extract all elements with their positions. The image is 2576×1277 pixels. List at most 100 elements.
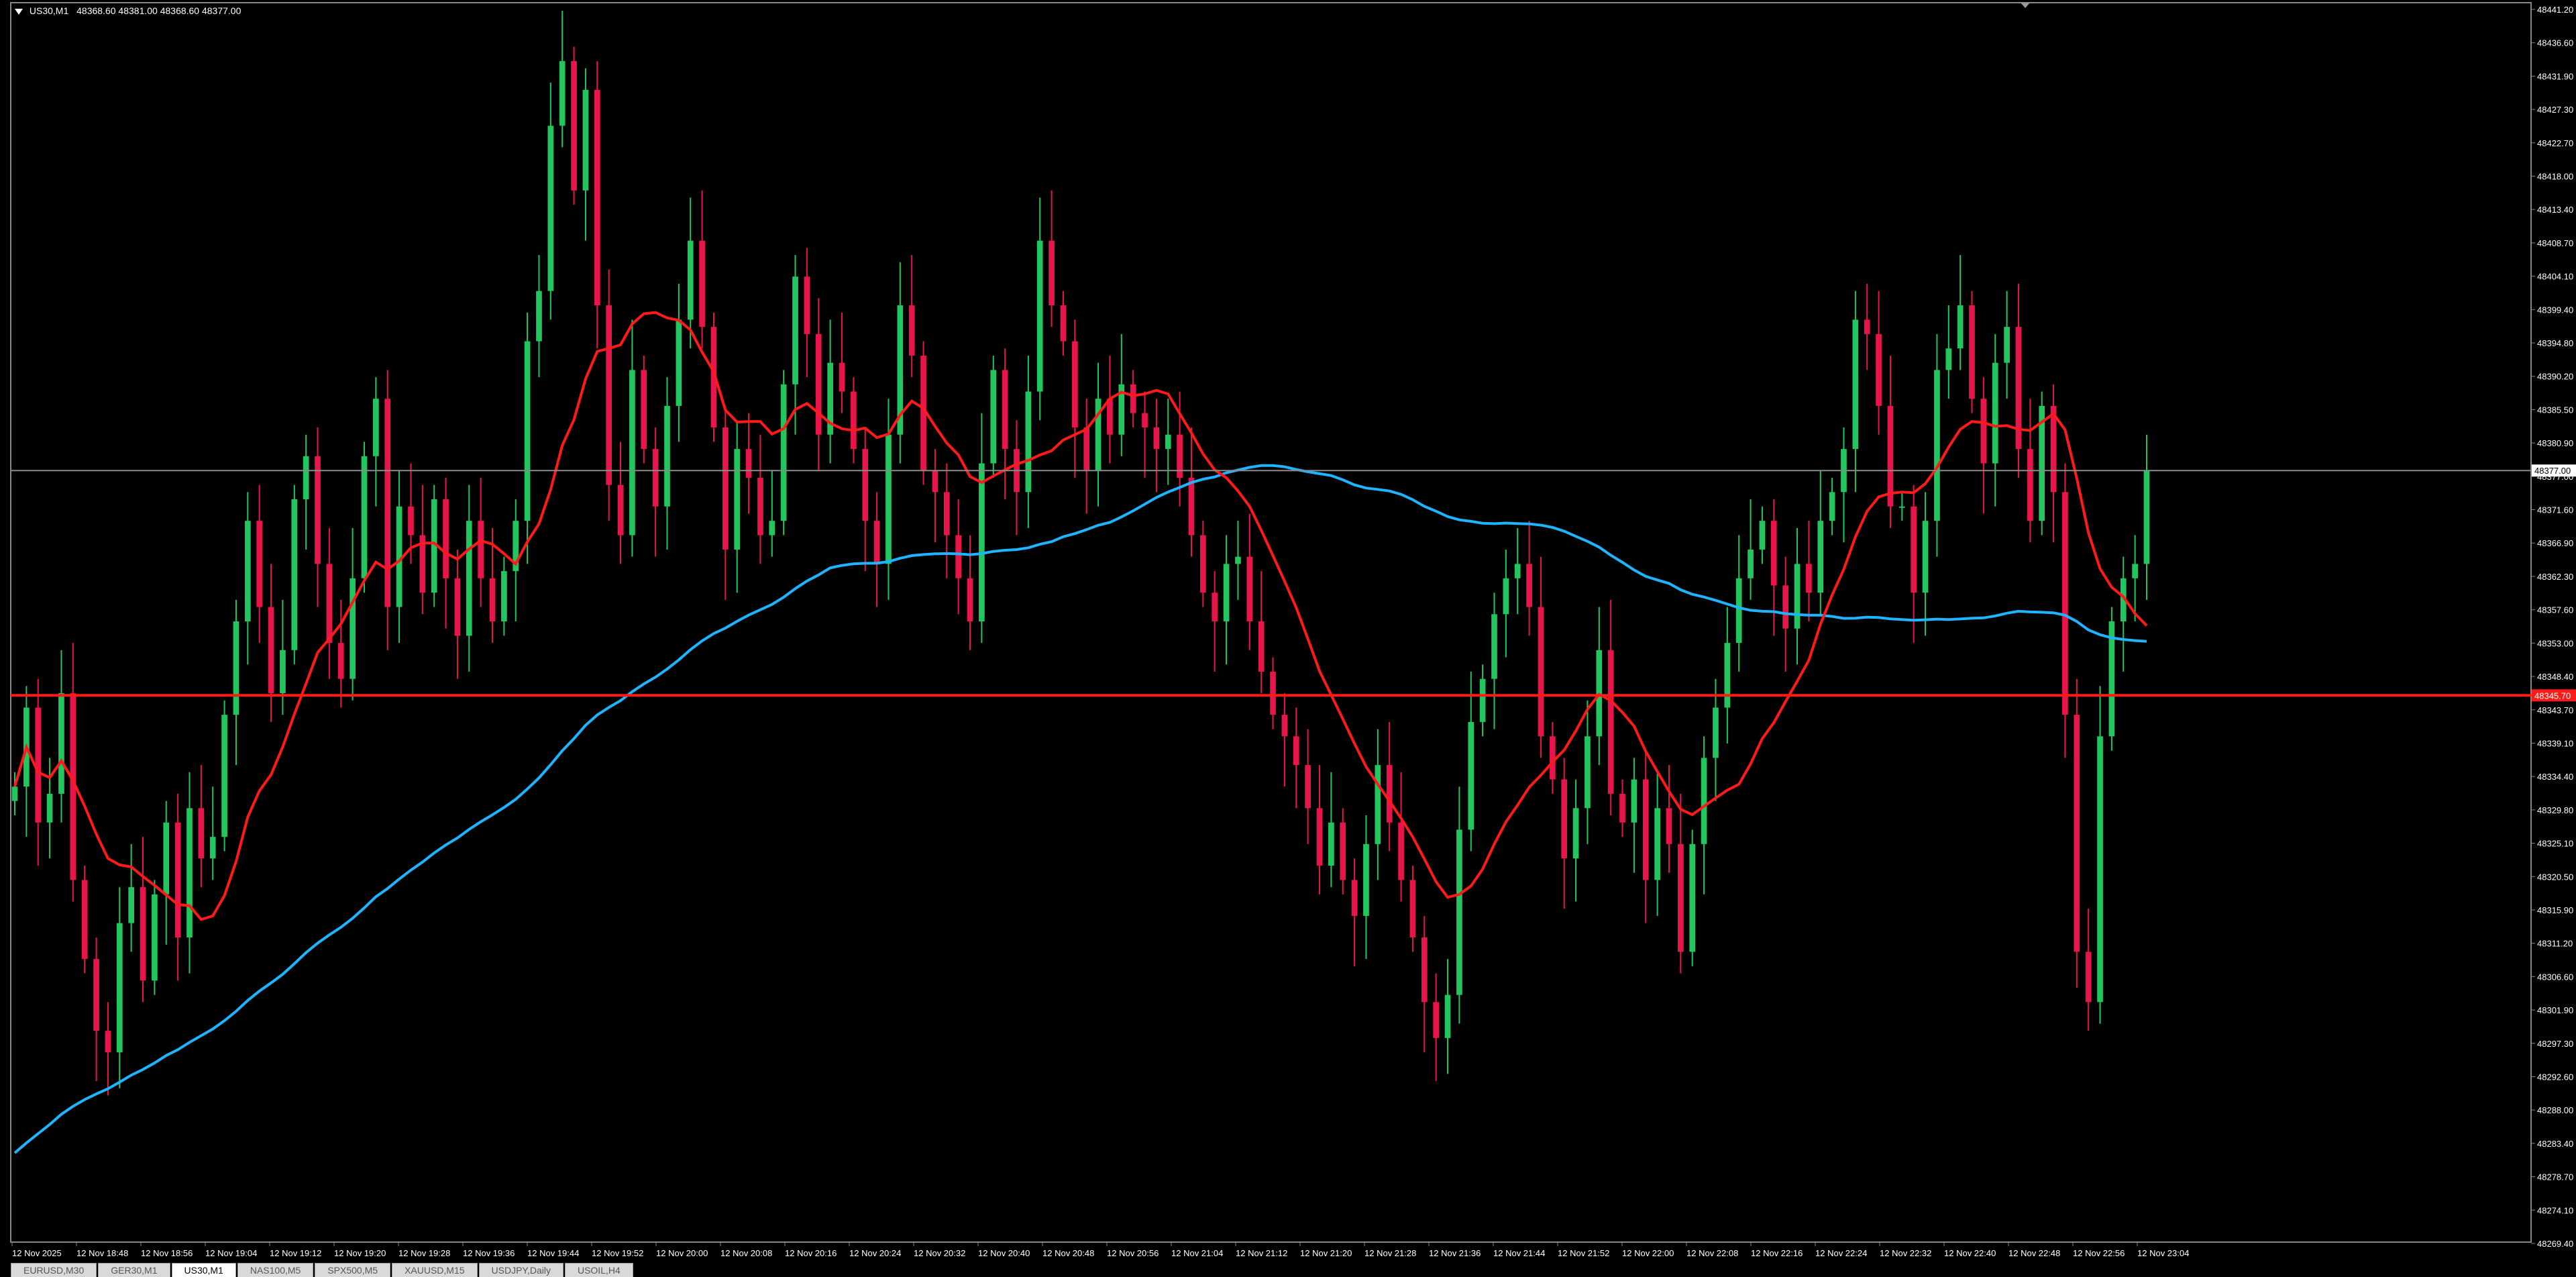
bearish-candle[interactable] (2062, 492, 2068, 715)
collapse-triangle-icon[interactable] (15, 8, 23, 15)
bullish-candle[interactable] (2097, 736, 2103, 1003)
bullish-candle[interactable] (1165, 434, 1171, 450)
bullish-candle[interactable] (1223, 564, 1230, 622)
bearish-candle[interactable] (93, 959, 99, 1031)
bullish-candle[interactable] (547, 125, 554, 291)
bullish-candle[interactable] (513, 521, 519, 572)
bearish-candle[interactable] (1212, 593, 1218, 622)
bullish-candle[interactable] (979, 463, 985, 622)
bullish-candle[interactable] (1829, 492, 1835, 521)
bearish-candle[interactable] (1153, 427, 1160, 450)
bearish-candle[interactable] (454, 578, 461, 636)
bearish-candle[interactable] (652, 449, 659, 507)
bearish-candle[interactable] (967, 578, 973, 622)
bearish-candle[interactable] (571, 61, 577, 191)
bullish-candle[interactable] (1095, 399, 1102, 471)
bearish-candle[interactable] (932, 470, 938, 493)
bullish-candle[interactable] (1444, 994, 1451, 1038)
bearish-candle[interactable] (1678, 844, 1684, 952)
chart-shift-marker[interactable] (2021, 3, 2030, 8)
bearish-candle[interactable] (1887, 405, 1894, 507)
bearish-candle[interactable] (2085, 952, 2092, 1003)
bullish-candle[interactable] (373, 399, 379, 456)
bullish-candle[interactable] (1735, 578, 1742, 644)
bullish-candle[interactable] (1724, 643, 1731, 708)
bullish-candle[interactable] (2120, 578, 2127, 622)
bullish-candle[interactable] (2143, 470, 2150, 564)
bearish-candle[interactable] (70, 693, 76, 880)
bearish-candle[interactable] (1281, 715, 1288, 737)
bearish-candle[interactable] (1911, 506, 1917, 593)
bearish-candle[interactable] (862, 449, 869, 521)
bearish-candle[interactable] (408, 506, 414, 535)
bearish-candle[interactable] (1549, 736, 1556, 780)
bullish-candle[interactable] (1118, 384, 1125, 435)
bearish-candle[interactable] (722, 427, 729, 550)
bearish-candle[interactable] (815, 334, 822, 435)
bearish-candle[interactable] (839, 362, 845, 392)
bullish-candle[interactable] (501, 571, 507, 622)
bullish-candle[interactable] (792, 276, 798, 385)
bullish-candle[interactable] (536, 291, 542, 342)
bearish-candle[interactable] (315, 456, 321, 564)
bearish-candle[interactable] (1340, 822, 1346, 880)
bearish-candle[interactable] (81, 880, 88, 960)
bullish-candle[interactable] (1503, 578, 1509, 615)
bullish-candle[interactable] (1235, 556, 1241, 564)
bullish-candle[interactable] (1036, 240, 1043, 392)
bullish-candle[interactable] (1514, 564, 1521, 578)
bearish-candle[interactable] (35, 707, 42, 823)
bearish-candle[interactable] (920, 355, 926, 471)
bearish-candle[interactable] (1002, 370, 1008, 450)
bearish-candle[interactable] (955, 535, 961, 578)
bullish-candle[interactable] (1817, 521, 1824, 593)
bearish-candle[interactable] (1071, 341, 1078, 427)
bearish-candle[interactable] (1770, 521, 1777, 586)
bullish-candle[interactable] (1748, 549, 1754, 578)
bearish-candle[interactable] (1806, 564, 1812, 593)
bullish-candle[interactable] (1852, 319, 1859, 450)
bullish-candle[interactable] (1654, 808, 1660, 880)
bullish-candle[interactable] (1689, 844, 1696, 952)
bearish-candle[interactable] (804, 276, 810, 334)
bullish-candle[interactable] (221, 715, 227, 837)
bearish-candle[interactable] (1386, 765, 1393, 823)
bearish-candle[interactable] (1433, 1002, 1440, 1038)
bullish-candle[interactable] (1025, 391, 1032, 493)
bearish-candle[interactable] (419, 535, 426, 593)
bullish-candle[interactable] (1456, 829, 1462, 995)
bearish-candle[interactable] (326, 564, 333, 644)
bullish-candle[interactable] (1922, 521, 1929, 593)
bearish-candle[interactable] (1258, 621, 1265, 672)
bearish-candle[interactable] (1316, 808, 1323, 866)
bullish-candle[interactable] (128, 887, 135, 923)
bearish-candle[interactable] (699, 240, 705, 327)
bearish-candle[interactable] (268, 607, 274, 694)
bullish-candle[interactable] (769, 521, 775, 535)
bearish-candle[interactable] (1619, 793, 1625, 823)
bearish-candle[interactable] (873, 521, 880, 564)
bullish-candle[interactable] (431, 499, 437, 593)
bullish-candle[interactable] (396, 506, 402, 607)
bullish-candle[interactable] (1898, 506, 1905, 508)
bearish-candle[interactable] (1864, 319, 1870, 334)
chart-tab[interactable]: XAUUSD,M15 (392, 1263, 478, 1277)
bearish-candle[interactable] (908, 305, 915, 356)
bullish-candle[interactable] (1491, 614, 1497, 679)
bearish-candle[interactable] (1666, 808, 1672, 844)
bearish-candle[interactable] (1607, 650, 1614, 794)
bullish-candle[interactable] (885, 434, 892, 564)
bullish-candle[interactable] (2132, 564, 2138, 578)
bearish-candle[interactable] (1980, 399, 1987, 464)
chart-tab[interactable]: EURUSD,M30 (11, 1263, 97, 1277)
bearish-candle[interactable] (641, 370, 647, 450)
bearish-candle[interactable] (174, 822, 181, 937)
bullish-candle[interactable] (58, 693, 64, 794)
bearish-candle[interactable] (1177, 434, 1183, 478)
bearish-candle[interactable] (757, 477, 763, 535)
chart-tab[interactable]: GER30,M1 (98, 1263, 170, 1277)
bearish-candle[interactable] (1538, 607, 1544, 737)
chart-tab[interactable]: USDJPY,Daily (478, 1263, 564, 1277)
bearish-candle[interactable] (478, 521, 484, 578)
bullish-candle[interactable] (1794, 564, 1801, 629)
